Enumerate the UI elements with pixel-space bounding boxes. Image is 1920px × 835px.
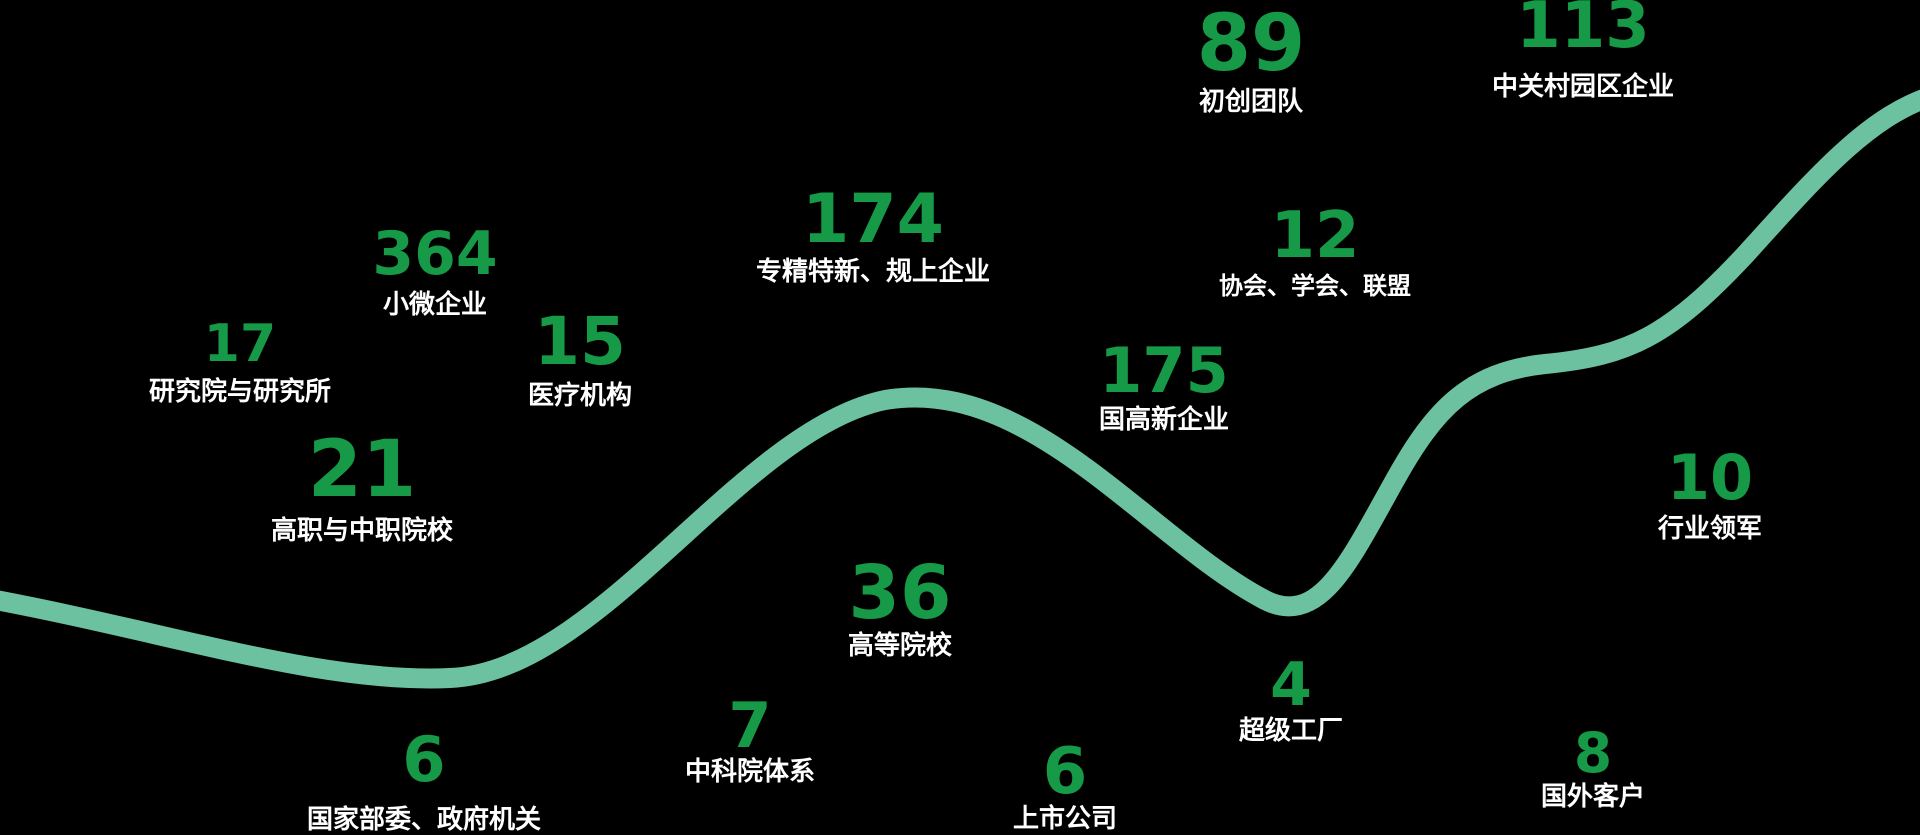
stat-value: 6 [402, 723, 446, 796]
stat-label: 中科院体系 [684, 757, 816, 787]
stat-medical-institutions: 15 医疗机构 [528, 309, 632, 412]
stat-label: 研究院与研究所 [148, 377, 332, 407]
stat-value: 21 [307, 425, 417, 515]
stat-label: 超级工厂 [1238, 716, 1344, 746]
stat-value: 364 [372, 219, 498, 289]
stat-overseas-clients: 8 国外客户 [1541, 726, 1645, 813]
stat-specialized-new-enterprises: 174 专精特新、规上企业 [756, 186, 990, 288]
stat-label: 专精特新、规上企业 [755, 257, 991, 287]
stat-vocational-colleges: 21 高职与中职院校 [271, 431, 453, 547]
stat-industry-leaders: 10 行业领军 [1658, 447, 1762, 545]
stat-value: 10 [1666, 441, 1754, 514]
stat-research-institutes: 17 研究院与研究所 [149, 318, 331, 408]
stat-value: 15 [534, 303, 626, 380]
stat-value: 89 [1196, 0, 1306, 89]
stat-label: 国高新企业 [1098, 405, 1230, 435]
stat-label: 医疗机构 [527, 381, 633, 411]
stat-super-factories: 4 超级工厂 [1239, 655, 1343, 747]
stat-label: 国外客户 [1540, 782, 1646, 812]
stat-label: 行业领军 [1657, 514, 1763, 544]
stat-value: 4 [1270, 650, 1312, 720]
stat-label: 高等院校 [847, 631, 953, 661]
stat-value: 174 [802, 180, 944, 259]
stat-value: 7 [728, 689, 772, 762]
stat-cas-system: 7 中科院体系 [685, 695, 815, 788]
stat-universities: 36 高等院校 [848, 556, 952, 662]
stat-value: 113 [1516, 0, 1650, 63]
wave-curve [0, 89, 1920, 689]
stat-label: 中关村园区企业 [1491, 72, 1675, 102]
stat-value: 8 [1573, 721, 1613, 785]
stat-label: 小微企业 [382, 290, 487, 320]
stat-value: 12 [1270, 199, 1360, 273]
stat-associations-societies-alliances: 12 协会、学会、联盟 [1219, 204, 1411, 301]
stat-startup-teams: 89 初创团队 [1197, 5, 1306, 118]
stat-zhongguancun-park-enterprises: 113 中关村园区企业 [1492, 0, 1674, 103]
stat-small-micro-enterprises: 364 小微企业 [372, 224, 497, 321]
stat-value: 175 [1099, 334, 1229, 407]
stat-label: 初创团队 [1198, 87, 1304, 117]
stat-value: 36 [848, 550, 952, 636]
stat-listed-companies: 6 上市公司 [1013, 740, 1117, 835]
stat-national-hightech-enterprises: 175 国高新企业 [1099, 340, 1229, 436]
stat-value: 6 [1042, 735, 1088, 809]
stat-government-agencies: 6 国家部委、政府机关 [307, 729, 541, 835]
stat-value: 17 [203, 314, 277, 374]
stat-label: 国家部委、政府机关 [306, 805, 542, 835]
stat-label: 高职与中职院校 [270, 516, 454, 546]
stat-label: 协会、学会、联盟 [1219, 272, 1411, 300]
stat-label: 上市公司 [1012, 804, 1118, 834]
